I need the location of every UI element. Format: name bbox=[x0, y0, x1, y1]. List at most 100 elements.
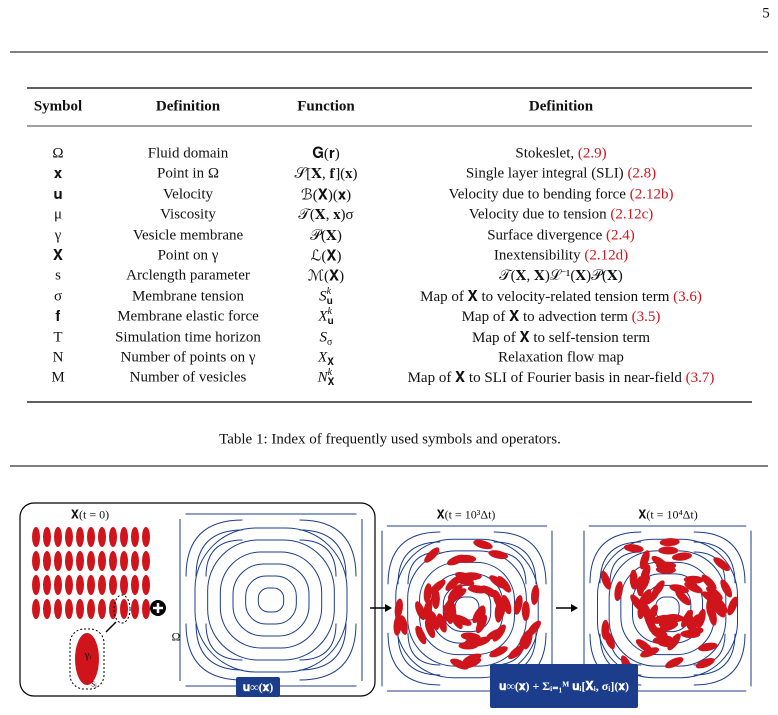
function-base: N bbox=[317, 369, 328, 386]
symbol: 𝐟 bbox=[55, 309, 61, 326]
description: Stokeslet, (2.9) bbox=[515, 146, 606, 163]
description: 𝒯(𝐗, 𝐗)ℒ⁻¹(𝐗)𝒫(𝐗) bbox=[499, 267, 623, 285]
vesicle bbox=[429, 610, 440, 630]
column-header: Definition bbox=[155, 98, 221, 115]
streamline bbox=[299, 529, 347, 577]
symbol: N bbox=[52, 349, 64, 366]
vesicle bbox=[394, 598, 404, 619]
vesicle bbox=[672, 552, 692, 561]
vesicle bbox=[32, 599, 40, 619]
vesicle bbox=[142, 599, 150, 619]
streamline bbox=[693, 531, 746, 584]
description: Inextensibility (2.12d) bbox=[494, 248, 628, 265]
vesicle bbox=[684, 581, 703, 594]
vesicle bbox=[43, 551, 51, 571]
streamline bbox=[397, 632, 441, 676]
superscript: k bbox=[327, 306, 332, 318]
vesicle bbox=[43, 575, 51, 595]
equation-ref: (3.7) bbox=[685, 370, 715, 387]
definition: Vesicle membrane bbox=[132, 227, 244, 244]
streamline bbox=[205, 539, 243, 577]
streamline bbox=[493, 531, 547, 585]
figure-label: 𝐗(t = 10³Δt) bbox=[436, 507, 496, 522]
definition: Number of vesicles bbox=[129, 369, 247, 386]
vesicle bbox=[706, 586, 723, 601]
equation-ref: (2.12b) bbox=[629, 186, 674, 203]
zoom bbox=[69, 628, 105, 690]
vesicle bbox=[87, 575, 95, 595]
description-text: Single layer integral (SLI) bbox=[465, 165, 624, 182]
symbol: s bbox=[55, 267, 61, 284]
vesicle bbox=[393, 615, 402, 636]
symbol: μ bbox=[53, 206, 63, 223]
definition: Velocity bbox=[163, 186, 213, 203]
script: 𝐗 bbox=[327, 348, 334, 368]
description: Relaxation flow map bbox=[498, 350, 624, 367]
description-text: Map of 𝐗 to SLI of Fourier basis in near… bbox=[407, 370, 682, 387]
description-text: Velocity due to tension bbox=[468, 206, 607, 223]
streamline bbox=[232, 563, 310, 637]
description: Velocity due to bending force (2.12b) bbox=[449, 186, 674, 203]
symbol: 𝐱 bbox=[53, 166, 63, 183]
streamline bbox=[219, 551, 323, 649]
streamline bbox=[407, 632, 441, 666]
vesicle bbox=[65, 575, 73, 595]
definition: Membrane elastic force bbox=[117, 308, 259, 325]
vesicle bbox=[720, 579, 733, 598]
vesicle bbox=[675, 590, 691, 606]
streamline bbox=[387, 531, 441, 585]
vesicle bbox=[521, 600, 530, 621]
vesicle bbox=[513, 595, 523, 615]
description: Map of 𝐗 to self-tension term bbox=[472, 329, 650, 347]
description-text: Map of 𝐗 to velocity-related tension ter… bbox=[420, 288, 670, 305]
vesicle bbox=[142, 527, 150, 547]
function: 𝒫(𝐗) bbox=[310, 227, 342, 244]
vesicle bbox=[639, 550, 650, 570]
vesicle bbox=[701, 574, 717, 591]
definition: Membrane tension bbox=[131, 288, 245, 305]
streamline bbox=[185, 623, 243, 681]
vesicle bbox=[669, 584, 689, 594]
subscript: 𝐗 bbox=[327, 377, 335, 389]
vesicle bbox=[640, 647, 660, 658]
description-text: Map of 𝐗 to advection term bbox=[461, 309, 628, 326]
column-header: Function bbox=[297, 98, 355, 115]
vesicle bbox=[54, 551, 62, 571]
page-number: 5 bbox=[762, 5, 770, 22]
vesicle bbox=[475, 614, 488, 634]
symbol: T bbox=[53, 329, 63, 346]
vesicle bbox=[76, 575, 84, 595]
function-base: S bbox=[319, 329, 328, 346]
vesicle bbox=[415, 601, 426, 621]
description: Map of 𝐗 to velocity-related tension ter… bbox=[420, 288, 702, 306]
definition: Arclength parameter bbox=[126, 267, 250, 284]
vesicle bbox=[87, 551, 95, 571]
vesicle bbox=[665, 657, 684, 669]
streamline bbox=[693, 633, 736, 676]
equation-ref: (2.12d) bbox=[584, 247, 629, 264]
vesicle bbox=[120, 551, 128, 571]
vesicle bbox=[429, 579, 446, 595]
vesicle bbox=[497, 576, 512, 593]
vesicle bbox=[436, 613, 447, 633]
vesicle bbox=[664, 614, 685, 623]
vesicle bbox=[447, 554, 466, 566]
vesicle bbox=[508, 645, 525, 660]
vesicle bbox=[98, 551, 106, 571]
vesicle bbox=[450, 658, 469, 670]
description: Map of 𝐗 to advection term (3.5) bbox=[462, 308, 661, 326]
superscript: k bbox=[327, 367, 333, 379]
vesicle bbox=[142, 551, 150, 571]
vesicle bbox=[43, 599, 51, 619]
caption: Table 1: Index of frequently used symbol… bbox=[219, 431, 561, 448]
vesicle bbox=[656, 561, 677, 570]
function: 𝐆(𝐫) bbox=[312, 146, 340, 162]
vesicle bbox=[98, 575, 106, 595]
figure-label: Ω bbox=[171, 629, 181, 644]
vesicle bbox=[120, 527, 128, 547]
vesicle bbox=[648, 626, 668, 638]
vesicle bbox=[109, 551, 117, 571]
